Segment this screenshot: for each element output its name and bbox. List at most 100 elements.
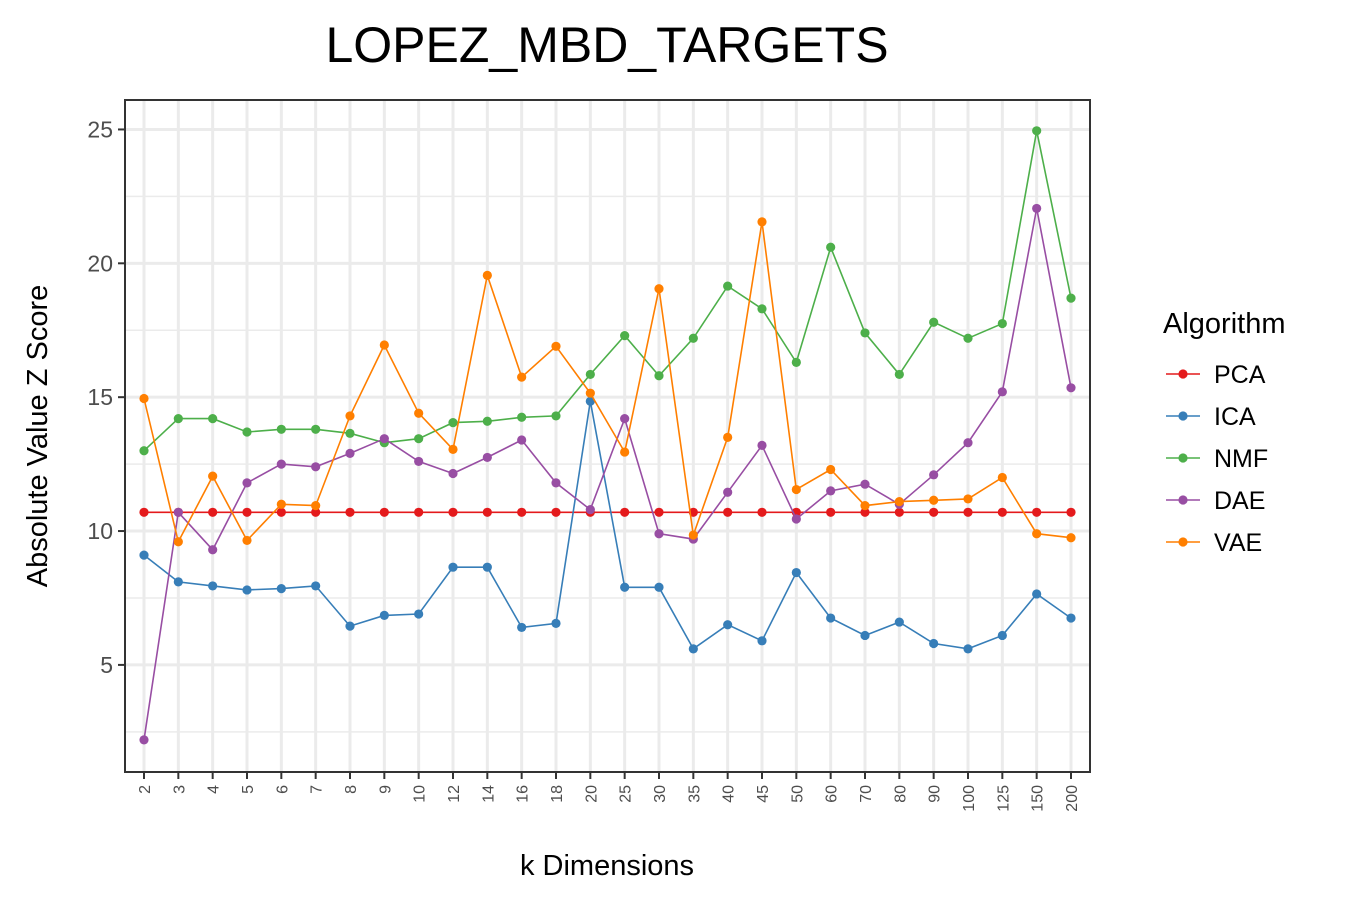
data-point	[311, 462, 321, 472]
data-point	[894, 496, 904, 507]
data-point	[688, 333, 698, 343]
data-point	[414, 609, 424, 619]
data-point	[654, 582, 664, 592]
data-point	[826, 242, 836, 252]
data-point	[620, 331, 630, 341]
data-point	[242, 535, 252, 546]
data-point	[757, 636, 767, 646]
data-point	[585, 388, 595, 398]
data-point	[482, 452, 492, 463]
x-axis: 2 3 4 5 6 7 8 9 10 12 14 16 18 20 25 30 35 40 45 50 60 70 80 90…	[137, 772, 1081, 812]
series-vae	[139, 217, 1076, 547]
series-line-vae	[143, 221, 1072, 545]
data-point	[379, 340, 389, 350]
data-point	[997, 318, 1007, 329]
data-point	[620, 447, 630, 457]
data-point	[929, 470, 939, 480]
data-point	[482, 562, 492, 572]
series-line-dae	[143, 208, 1072, 741]
legend-key-point	[1178, 369, 1188, 379]
data-point	[517, 507, 527, 517]
data-point	[791, 484, 801, 495]
data-point	[551, 478, 561, 488]
data-point	[448, 468, 458, 479]
data-point	[517, 372, 527, 382]
data-point	[173, 413, 183, 424]
legend-key-point	[1178, 453, 1188, 463]
data-point	[208, 507, 218, 517]
data-point	[654, 284, 664, 294]
x-tick-label: 18	[549, 785, 566, 803]
x-tick-label: 25	[618, 785, 635, 803]
data-point	[929, 317, 939, 327]
x-tick-label: 8	[343, 785, 360, 794]
legend-label: VAE	[1214, 529, 1262, 557]
y-tick-label: 5	[100, 652, 113, 678]
data-point	[414, 408, 424, 418]
x-tick-label: 35	[686, 785, 703, 803]
data-point	[379, 610, 389, 620]
data-point	[139, 735, 149, 745]
x-tick-label: 40	[721, 785, 738, 803]
data-point	[791, 567, 801, 578]
data-point	[345, 448, 355, 459]
y-tick-label: 20	[87, 250, 113, 276]
data-point	[1032, 529, 1042, 539]
data-point	[929, 507, 939, 517]
data-point	[276, 507, 286, 517]
data-point	[860, 501, 870, 511]
x-tick-label: 7	[309, 785, 326, 794]
x-tick-label: 4	[206, 785, 223, 794]
data-point	[963, 333, 973, 343]
legend-item-nmf: NMF	[1166, 445, 1268, 473]
data-point	[517, 435, 527, 445]
data-point	[585, 396, 595, 406]
data-point	[139, 550, 149, 560]
data-point	[826, 507, 836, 517]
data-point	[448, 444, 458, 454]
data-point	[620, 582, 630, 592]
data-point	[242, 585, 252, 595]
data-point	[791, 357, 801, 367]
data-point	[517, 622, 527, 633]
data-point	[482, 507, 492, 517]
data-point	[414, 434, 424, 444]
data-point	[276, 424, 286, 434]
series-nmf	[139, 126, 1076, 456]
data-point	[208, 545, 218, 555]
legend-item-pca: PCA	[1166, 361, 1266, 389]
data-point	[139, 393, 149, 404]
data-point	[1032, 589, 1042, 599]
data-point	[1066, 507, 1076, 517]
y-tick-label: 25	[87, 116, 113, 142]
data-point	[1032, 203, 1042, 214]
grid	[125, 100, 1090, 772]
legend-title: Algorithm	[1163, 308, 1286, 340]
legend-item-ica: ICA	[1166, 403, 1256, 431]
data-point	[997, 387, 1007, 397]
data-point	[929, 495, 939, 505]
data-point	[551, 507, 561, 517]
x-tick-label: 90	[927, 785, 944, 803]
data-point	[723, 507, 733, 517]
data-point	[826, 613, 836, 623]
x-tick-label: 2	[137, 785, 154, 794]
legend-label: DAE	[1214, 487, 1265, 515]
data-point	[620, 507, 630, 517]
data-point	[311, 507, 321, 517]
data-point	[345, 621, 355, 631]
legend-label: NMF	[1214, 445, 1268, 473]
data-point	[1066, 533, 1076, 543]
data-point	[894, 507, 904, 517]
data-point	[482, 416, 492, 426]
data-point	[208, 471, 218, 481]
data-point	[654, 529, 664, 539]
legend-item-dae: DAE	[1166, 487, 1265, 515]
data-point	[1066, 383, 1076, 393]
data-point	[276, 584, 286, 594]
data-point	[757, 304, 767, 314]
data-point	[173, 537, 183, 547]
data-point	[1066, 293, 1076, 303]
x-tick-label: 12	[446, 785, 463, 803]
data-point	[345, 507, 355, 517]
